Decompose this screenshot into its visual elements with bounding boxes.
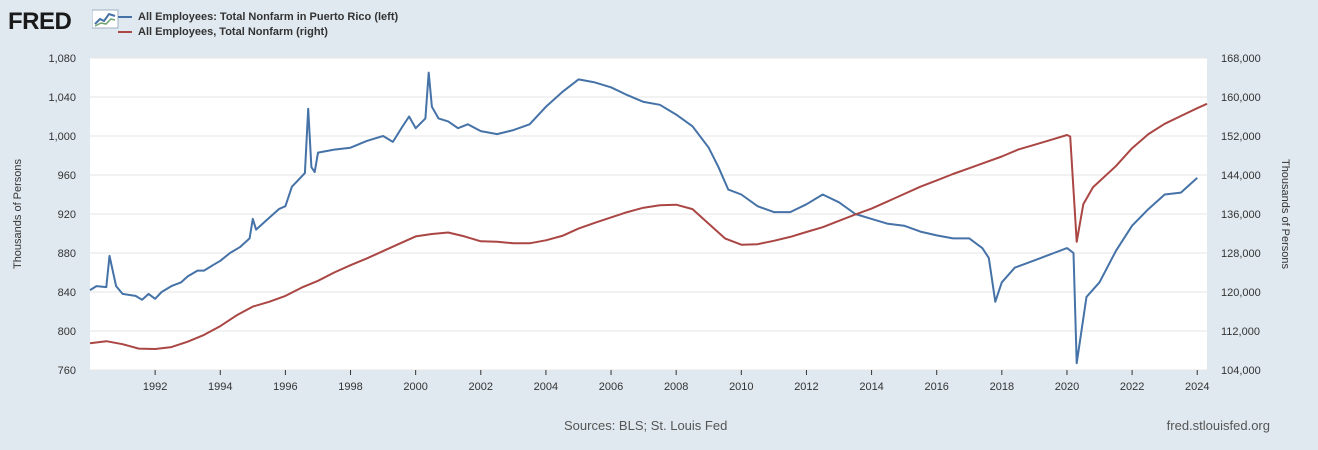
left-tick-label: 920: [58, 209, 76, 221]
right-axis: 104,000 112,000 120,000 128,000 136,000 144,0…: [1221, 53, 1261, 377]
x-tick-label: 2004: [534, 381, 558, 393]
x-tick-label: 2020: [1055, 381, 1079, 393]
right-tick-label: 152,000: [1221, 131, 1261, 143]
legend-swatch-right: [118, 30, 132, 33]
x-tick-label: 2006: [599, 381, 623, 393]
footer-url[interactable]: fred.stlouisfed.org: [1166, 418, 1270, 433]
grid: [90, 57, 1207, 371]
series-line-puerto-rico[interactable]: [89, 71, 1198, 365]
left-tick-label: 800: [58, 326, 76, 338]
left-axis-title: Thousands of Persons: [12, 158, 24, 269]
series-lines: [89, 71, 1208, 365]
x-tick-label: 2000: [403, 381, 427, 393]
right-tick-label: 120,000: [1221, 287, 1261, 299]
legend-label-left: All Employees: Total Nonfarm in Puerto R…: [138, 10, 399, 23]
left-axis: 760 800 840 880 920 960 1,000 1,040 1,080: [48, 53, 76, 377]
x-tick-label: 2010: [729, 381, 753, 393]
right-tick-label: 168,000: [1221, 53, 1261, 65]
x-tick-label: 2012: [794, 381, 818, 393]
legend: All Employees: Total Nonfarm in Puerto R…: [118, 9, 398, 39]
right-axis-title: Thousands of Persons: [1279, 159, 1291, 270]
x-tick-label: 2016: [924, 381, 948, 393]
x-tick-label: 1994: [208, 381, 232, 393]
right-tick-label: 104,000: [1221, 365, 1261, 377]
fred-logo[interactable]: FRED: [8, 8, 72, 35]
x-tick-label: 1998: [338, 381, 362, 393]
right-tick-label: 112,000: [1221, 326, 1260, 338]
right-tick-label: 144,000: [1221, 170, 1261, 182]
x-axis: 1992 1994 1996 1998 2000 2002 2004 2006 2008 2010…: [143, 370, 1209, 393]
left-tick-label: 880: [58, 248, 76, 260]
left-tick-label: 1,080: [48, 53, 76, 65]
left-tick-label: 1,040: [48, 92, 76, 104]
series-line-total-nonfarm[interactable]: [89, 102, 1208, 350]
x-tick-label: 2008: [664, 381, 688, 393]
x-tick-label: 2018: [990, 381, 1014, 393]
legend-swatch-left: [118, 15, 132, 18]
x-tick-label: 2024: [1185, 381, 1209, 393]
legend-item-right[interactable]: All Employees, Total Nonfarm (right): [118, 24, 398, 39]
footer-sources: Sources: BLS; St. Louis Fed: [564, 418, 728, 433]
right-tick-label: 160,000: [1221, 92, 1261, 104]
left-tick-label: 840: [58, 287, 76, 299]
x-tick-label: 1996: [273, 381, 297, 393]
x-tick-label: 2002: [469, 381, 493, 393]
x-tick-label: 1992: [143, 381, 167, 393]
left-tick-label: 1,000: [48, 131, 76, 143]
left-tick-label: 960: [58, 170, 76, 182]
legend-item-left[interactable]: All Employees: Total Nonfarm in Puerto R…: [118, 9, 398, 24]
legend-label-right: All Employees, Total Nonfarm (right): [138, 25, 328, 38]
x-tick-label: 2022: [1120, 381, 1144, 393]
left-tick-label: 760: [58, 365, 76, 377]
right-tick-label: 136,000: [1221, 209, 1261, 221]
line-chart-icon: [92, 9, 119, 29]
x-tick-label: 2014: [859, 381, 883, 393]
right-tick-label: 128,000: [1221, 248, 1261, 260]
